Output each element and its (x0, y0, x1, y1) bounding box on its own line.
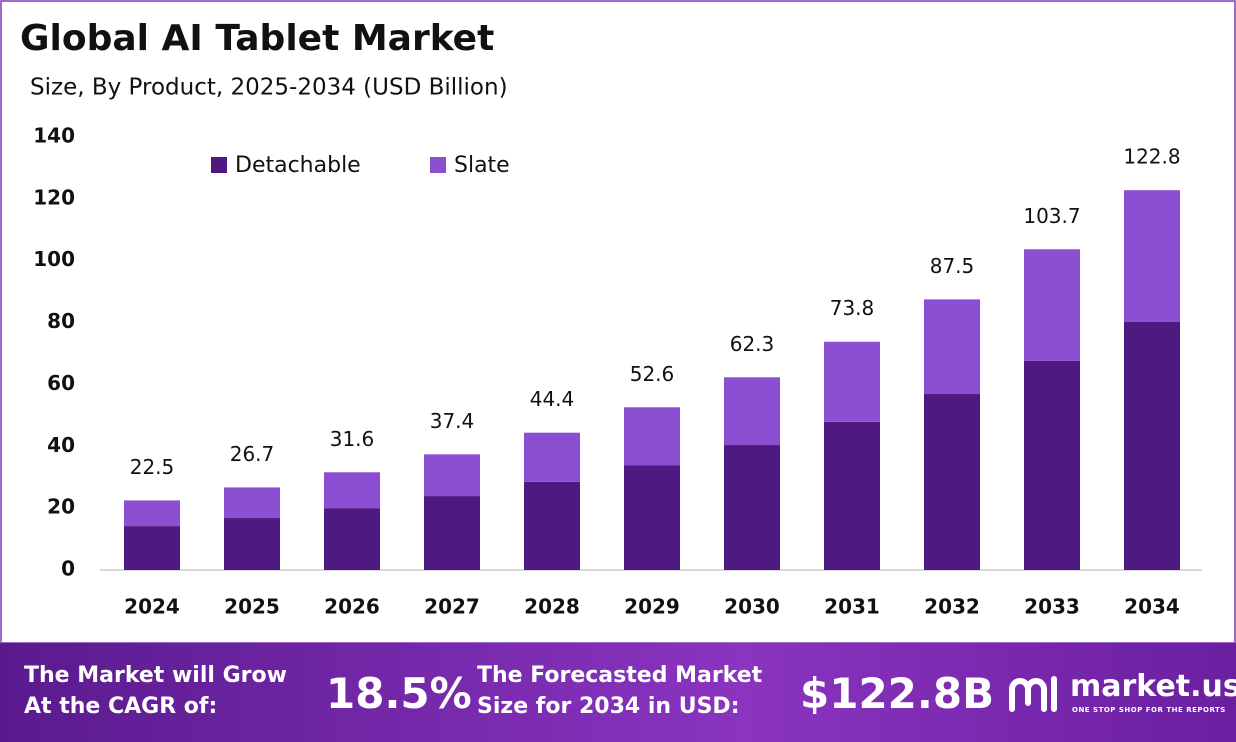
total-label: 73.8 (830, 296, 875, 320)
y-tick-label: 60 (47, 371, 75, 395)
legend-swatch (211, 157, 227, 173)
forecast-value: $122.8B (800, 669, 995, 718)
total-label: 44.4 (530, 387, 575, 411)
chart-subtitle: Size, By Product, 2025-2034 (USD Billion… (30, 75, 508, 101)
legend-label: Detachable (235, 153, 361, 178)
x-tick-label: 2031 (824, 595, 880, 619)
total-label: 52.6 (630, 362, 675, 386)
bar-segment (724, 445, 780, 570)
bar-segment (724, 377, 780, 446)
x-tick-label: 2030 (724, 595, 780, 619)
chart: Global AI Tablet Market Size, By Product… (0, 0, 1236, 644)
x-tick-label: 2028 (524, 595, 580, 619)
total-label: 31.6 (330, 427, 375, 451)
x-tick-label: 2033 (1024, 595, 1080, 619)
bar-segment (924, 299, 980, 395)
total-label: 62.3 (730, 332, 775, 356)
bar-segment (924, 394, 980, 570)
chart-title: Global AI Tablet Market (20, 18, 494, 59)
y-tick-label: 100 (33, 247, 75, 271)
bar-segment (424, 496, 480, 570)
bar-segment (624, 407, 680, 466)
footer-banner: The Market will Grow At the CAGR of: 18.… (0, 643, 1236, 742)
y-tick-label: 80 (47, 309, 75, 333)
bar-segment (824, 341, 880, 422)
logo-icon (1009, 676, 1057, 712)
logo-text: market.us (1070, 669, 1236, 704)
bar-segment (324, 508, 380, 570)
total-label: 122.8 (1123, 145, 1180, 169)
bar-segment (824, 421, 880, 570)
bar-segment (1124, 321, 1180, 570)
legend-swatch (430, 157, 446, 173)
y-tick-label: 120 (33, 185, 75, 209)
x-tick-label: 2029 (624, 595, 680, 619)
bar-segment (1024, 249, 1080, 361)
y-tick-label: 0 (61, 557, 75, 581)
total-label: 87.5 (930, 254, 975, 278)
y-tick-label: 20 (47, 495, 75, 519)
bar-segment (224, 487, 280, 519)
y-tick-label: 40 (47, 433, 75, 457)
x-tick-label: 2026 (324, 595, 380, 619)
bar-segment (1124, 190, 1180, 322)
total-label: 103.7 (1023, 204, 1080, 228)
total-label: 26.7 (230, 442, 275, 466)
bar-segment (124, 500, 180, 527)
bar-segment (1024, 360, 1080, 570)
bar-segment (624, 465, 680, 570)
logo-tagline: ONE STOP SHOP FOR THE REPORTS (1072, 706, 1226, 714)
x-tick-label: 2034 (1124, 595, 1180, 619)
cagr-value: 18.5% (326, 669, 472, 718)
bar-segment (124, 526, 180, 570)
forecast-label-2: Size for 2034 in USD: (477, 694, 740, 719)
total-label: 37.4 (430, 409, 475, 433)
cagr-label-1: The Market will Grow (24, 663, 287, 688)
x-tick-label: 2027 (424, 595, 480, 619)
y-tick-label: 140 (33, 124, 75, 148)
x-tick-label: 2025 (224, 595, 280, 619)
bar-segment (324, 472, 380, 509)
forecast-label-1: The Forecasted Market (477, 663, 763, 688)
x-tick-label: 2024 (124, 595, 180, 619)
cagr-label-2: At the CAGR of: (24, 694, 218, 719)
bar-segment (424, 454, 480, 497)
bar-segment (224, 518, 280, 570)
legend-label: Slate (454, 153, 510, 178)
total-label: 22.5 (130, 455, 175, 479)
bar-segment (524, 432, 580, 482)
bar-segment (524, 481, 580, 570)
x-tick-label: 2032 (924, 595, 980, 619)
